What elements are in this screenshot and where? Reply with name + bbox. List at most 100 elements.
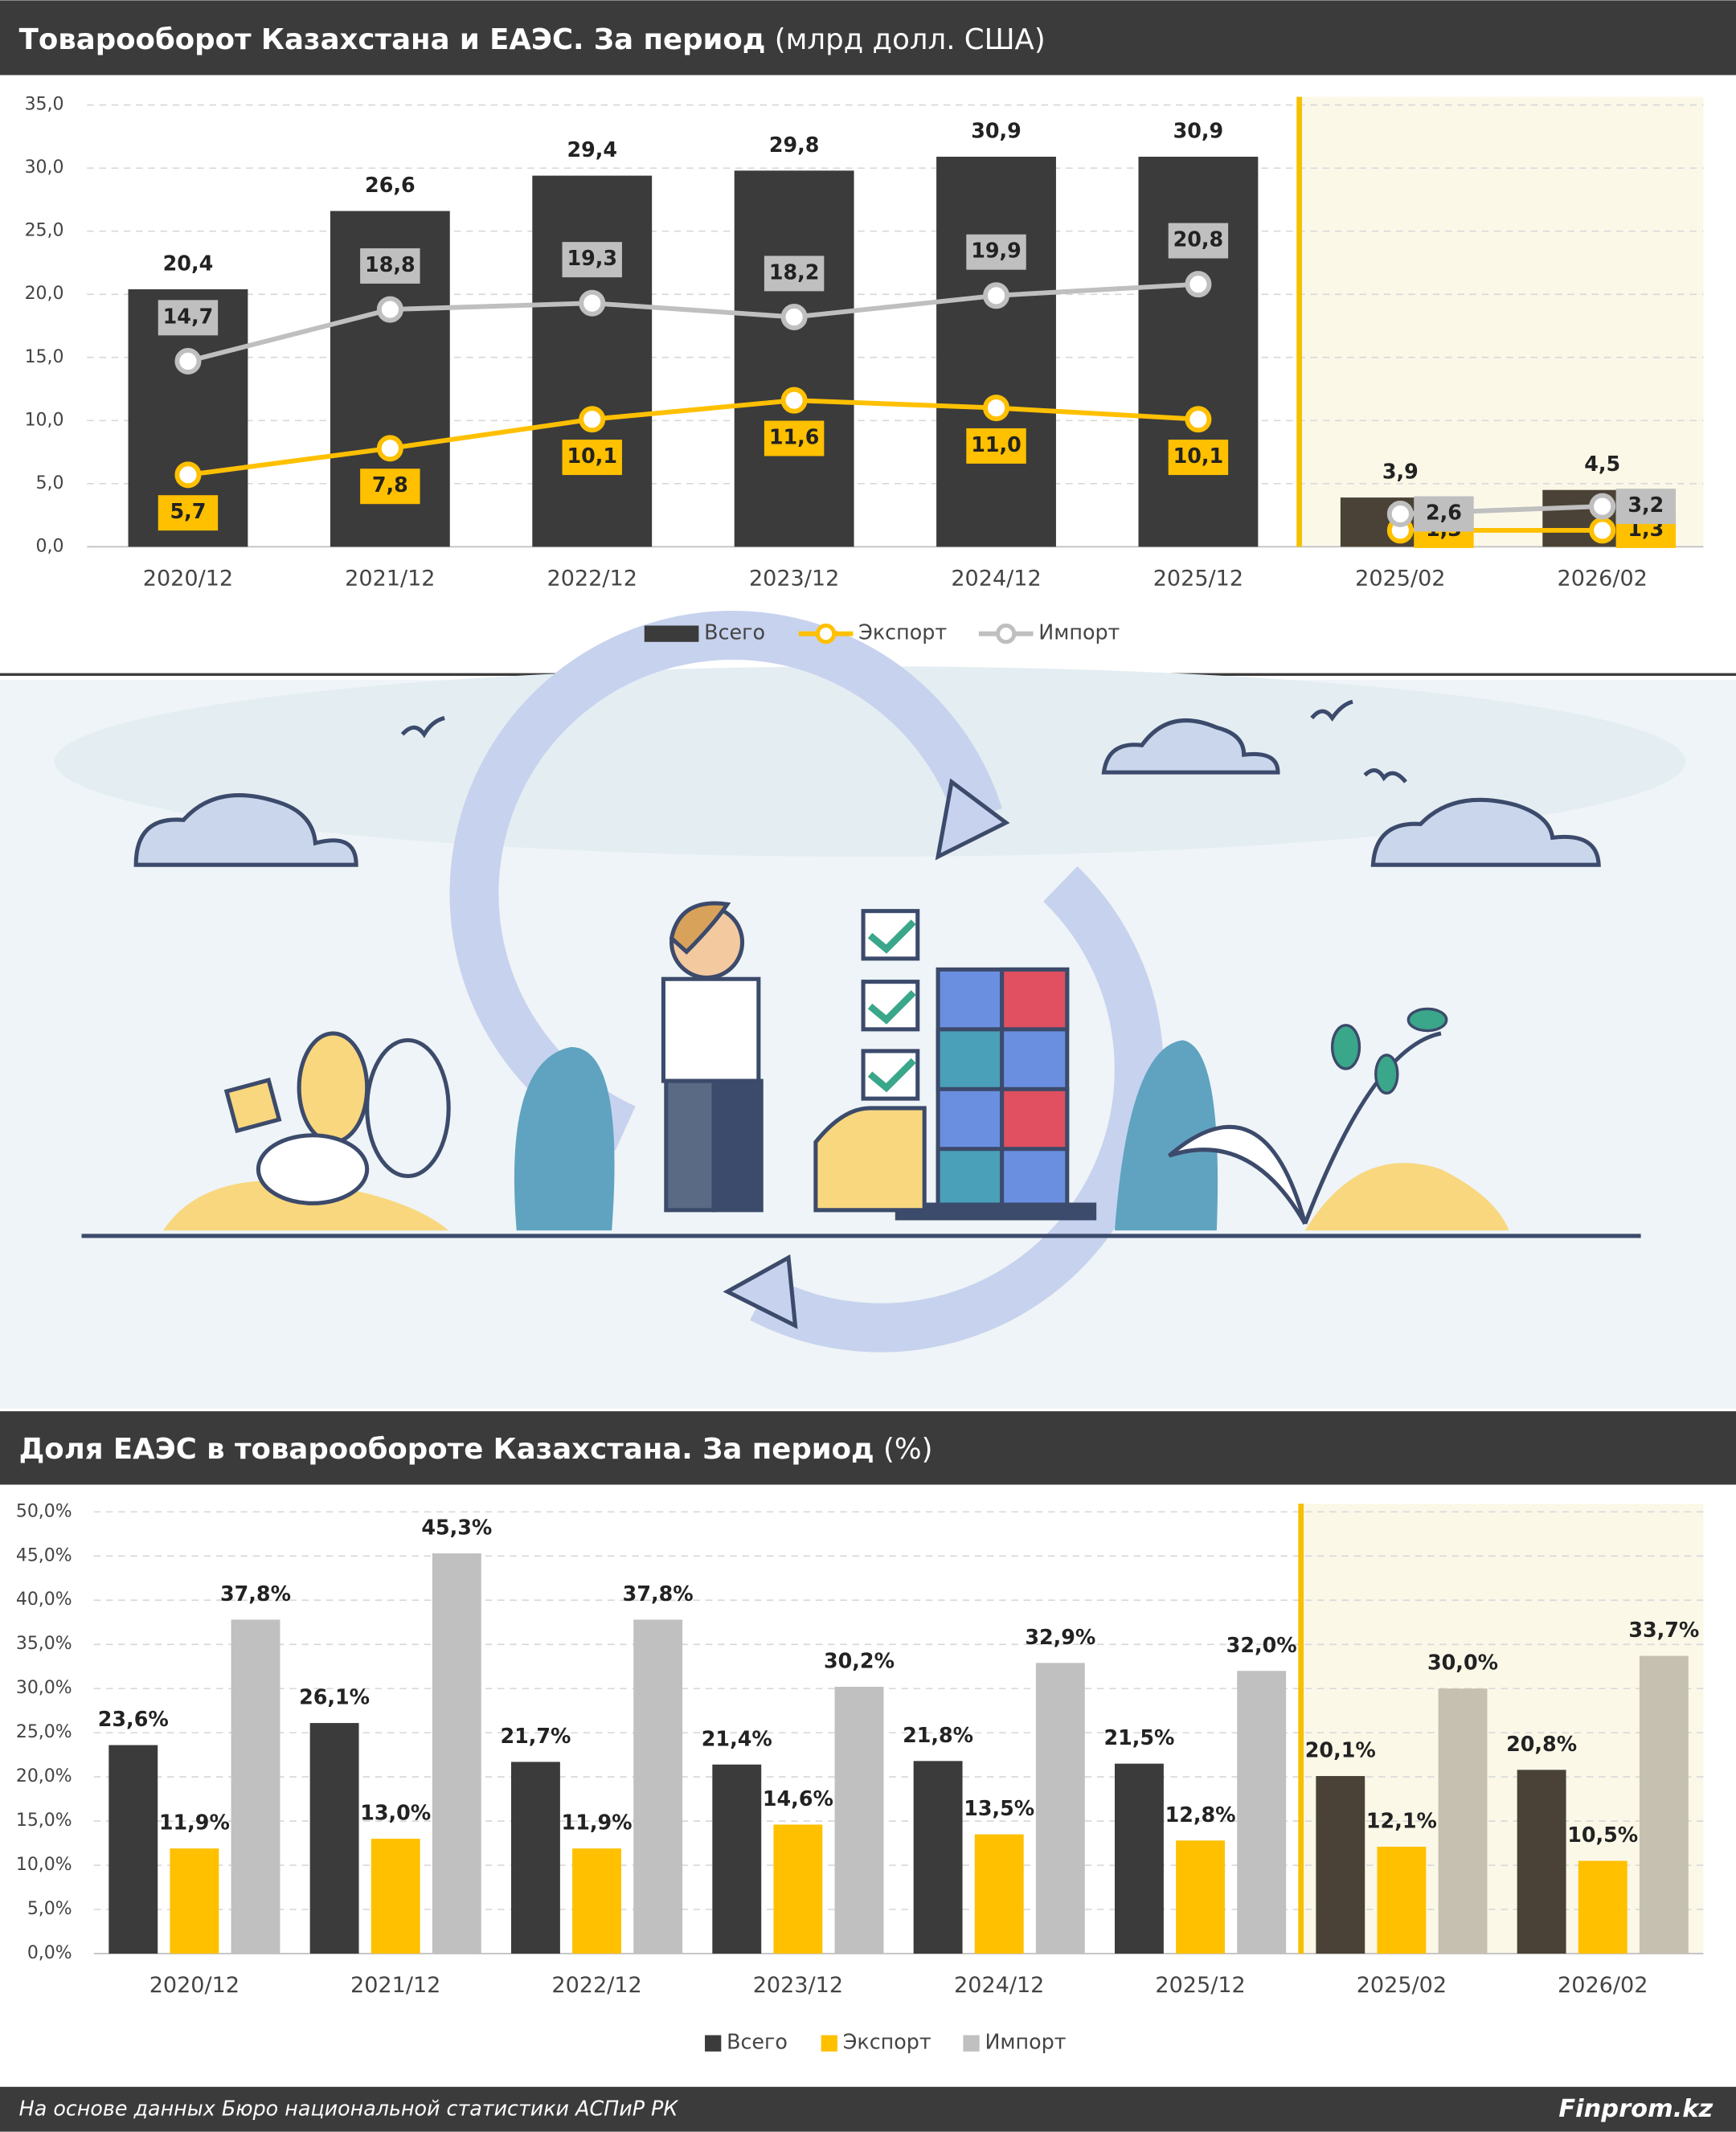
line-point [174, 347, 202, 374]
bar-value-label: 20,4 [163, 252, 214, 276]
line-point [174, 461, 202, 489]
line-point [780, 304, 808, 330]
bar-value-label: 37,8% [623, 1582, 694, 1606]
y-tick-label: 15,0 [25, 347, 64, 367]
line-point [1185, 271, 1212, 298]
line [187, 281, 1199, 364]
line-value-label: 18,8 [365, 252, 416, 276]
y-tick-label: 20,0% [16, 1766, 72, 1786]
y-tick-label: 15,0% [16, 1811, 72, 1831]
chart-title-line: Доля ЕАЭС в товарообороте Казахстана. За… [19, 1433, 933, 1466]
legend-label: Всего [704, 620, 765, 645]
bar [532, 175, 653, 547]
bar-value-label: 26,6 [365, 173, 416, 197]
bar [773, 1824, 823, 1954]
x-tick-label: 2023/12 [749, 566, 839, 591]
label-box [1168, 223, 1229, 259]
x-tick-label: 2025/02 [1355, 566, 1445, 591]
bar-value-label: 21,5% [1103, 1725, 1174, 1749]
legend-label: Всего [727, 2030, 788, 2054]
line-point [1185, 406, 1212, 433]
x-tick-label: 2026/02 [1558, 1973, 1648, 1998]
y-tick-label: 30,0 [25, 158, 64, 178]
label-box [360, 469, 420, 505]
footer-brand: Finprom.kz [1558, 2095, 1713, 2123]
header-bar [0, 1411, 1736, 1485]
x-tick-label: 2025/12 [1153, 566, 1243, 591]
line-value-label: 5,7 [170, 499, 206, 523]
bar-value-label: 14,6% [763, 1786, 833, 1811]
chart-title: Товарооборот Казахстана и ЕАЭС. За перио… [19, 23, 766, 56]
line [187, 398, 1199, 477]
line-point [1589, 517, 1616, 544]
bar [734, 170, 854, 547]
legend-marker [705, 2035, 722, 2052]
x-tick-label: 2024/12 [954, 1973, 1044, 1998]
bar [834, 1686, 884, 1954]
y-tick-label: 45,0% [16, 1545, 72, 1565]
y-tick-label: 25,0% [16, 1722, 72, 1742]
line-value-label: 18,2 [769, 260, 820, 284]
x-tick-label: 2026/02 [1558, 566, 1648, 591]
bar-value-label: 20,1% [1305, 1738, 1376, 1762]
bar [974, 1834, 1024, 1954]
x-tick-label: 2020/12 [149, 1973, 240, 1998]
line-value-label: 11,6 [769, 425, 820, 449]
y-tick-label: 5,0 [36, 473, 64, 493]
highlight-area [1300, 1504, 1704, 1954]
footer-source: На основе данных Бюро национальной стати… [19, 2097, 679, 2121]
y-tick-label: 35,0% [16, 1634, 72, 1654]
bar-value-label: 32,9% [1025, 1625, 1095, 1649]
line-point [1386, 501, 1414, 528]
bar [510, 1762, 560, 1954]
bar-value-label: 30,9 [971, 119, 1022, 143]
bar-value-label: 12,8% [1165, 1803, 1236, 1827]
line-value-label: 3,2 [1628, 493, 1664, 517]
legend-label: Импорт [985, 2030, 1066, 2054]
line-value-label: 19,3 [567, 246, 617, 270]
bar-value-label: 13,5% [964, 1796, 1034, 1820]
label-box [966, 234, 1026, 270]
line-point [983, 395, 1010, 422]
bar [309, 1723, 359, 1954]
line-value-label: 19,9 [971, 239, 1022, 263]
bar [913, 1761, 963, 1954]
y-tick-label: 10,0 [25, 410, 64, 430]
y-tick-label: 35,0 [25, 95, 64, 115]
legend-marker [963, 2035, 980, 2052]
label-box [158, 495, 219, 531]
bar [231, 1619, 280, 1954]
header-bar [0, 0, 1736, 76]
bar-value-label: 30,2% [824, 1649, 895, 1673]
chart-subtitle: (млрд долл. США) [775, 23, 1046, 56]
bar [108, 1745, 158, 1954]
legend-marker [815, 623, 837, 645]
x-tick-label: 2024/12 [951, 566, 1041, 591]
bar-value-label: 11,9% [562, 1811, 633, 1835]
bar-value-label: 37,8% [220, 1582, 291, 1606]
line-value-label: 20,8 [1173, 227, 1224, 252]
y-tick-label: 25,0 [25, 221, 64, 241]
bar-value-label: 33,7% [1628, 1618, 1699, 1642]
bar [1578, 1860, 1628, 1954]
line-value-label: 10,1 [1173, 444, 1224, 468]
bar-value-label: 11,9% [159, 1811, 230, 1835]
bar-value-label: 45,3% [421, 1516, 492, 1540]
bar [1316, 1776, 1365, 1954]
bar-value-label: 13,0% [360, 1801, 431, 1825]
line-point [376, 435, 403, 462]
y-tick-label: 30,0% [16, 1678, 72, 1698]
bar [1377, 1846, 1427, 1954]
chart-subtitle: (%) [883, 1433, 932, 1466]
legend-marker [644, 625, 699, 642]
bar-value-label: 21,7% [500, 1724, 571, 1748]
chart-title: Доля ЕАЭС в товарообороте Казахстана. За… [19, 1433, 874, 1466]
footer-bar [0, 2086, 1736, 2132]
bar [572, 1848, 621, 1954]
legend-marker [995, 623, 1017, 645]
bar-value-label: 4,5 [1584, 452, 1620, 476]
y-tick-label: 10,0% [16, 1855, 72, 1875]
y-tick-label: 50,0% [16, 1501, 72, 1521]
y-tick-label: 20,0 [25, 284, 64, 304]
